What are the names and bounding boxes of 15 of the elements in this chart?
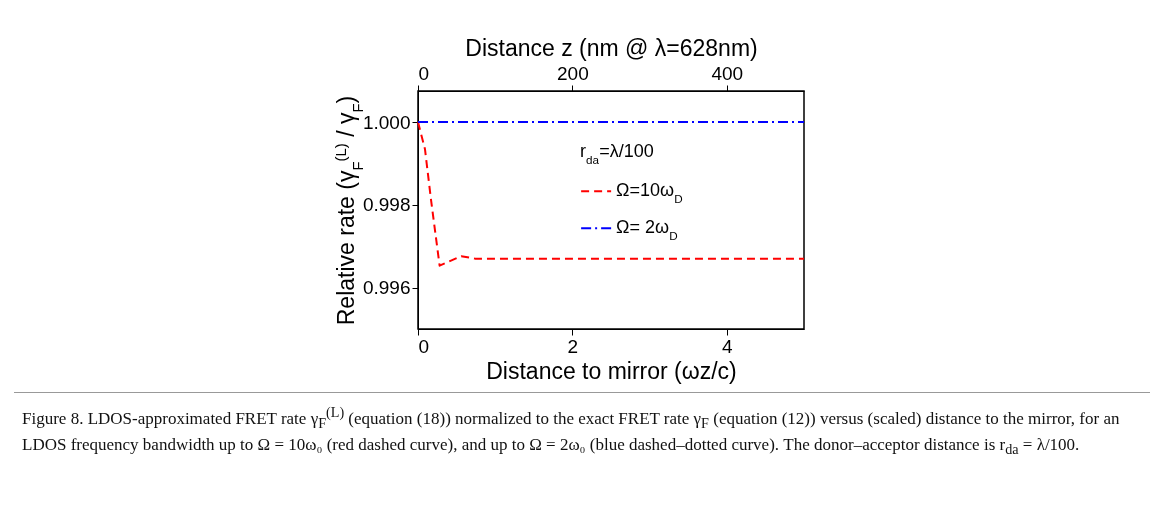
legend-label: Ω=10ω$_{D}$ [616,180,683,205]
x-tick-label: 2 [567,335,579,357]
x2-tick-label: 200 [557,62,589,84]
x2-tick-label: 0 [418,62,430,84]
x-tick-label: 0 [418,335,430,357]
x-tick-label: 4 [722,335,734,357]
legend-label: Ω= 2ω$_{D}$ [616,217,678,242]
text: Figure 8. LDOS-approximated FRET rate γ$_{F}$$^{(L)}$ (equation (18)) normalized to the exact FRET rate γ$_{F}$ (equation (12)) versus (scaled) distance to the mirror, for an LDOS frequency bandwidth up to Ω = 10ω₀ (red dashed curve), and up to Ω = 2ω₀ (blue dashed–dotted curve). The donor–acceptor distance is r$_{da}$ = λ/100. [22,404,1120,458]
line-series [417,121,805,267]
y-tick-label: 1.000 [362,111,411,133]
x2-axis-title: Distance z (nm @ λ=628nm) [465,34,758,61]
x-axis-title: Distance to mirror (ωz/c) [486,357,737,384]
x2-tick-label: 400 [711,62,744,84]
y-tick-label: 0.998 [362,194,411,216]
legend-title: r$_{da}$=λ/100 [580,141,654,166]
